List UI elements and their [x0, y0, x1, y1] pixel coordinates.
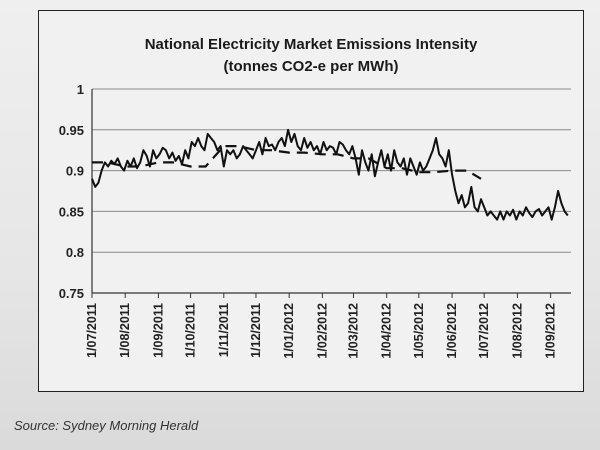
- y-tick-label: 0.85: [59, 204, 84, 219]
- x-tick-label: 1/06/2012: [445, 303, 459, 359]
- y-tick-label: 0.9: [66, 164, 84, 179]
- y-tick-label: 0.75: [59, 286, 84, 301]
- chart-frame: National Electricity Market Emissions In…: [38, 10, 584, 392]
- x-tick-label: 1/08/2012: [510, 303, 524, 359]
- series-line-dashed: [92, 145, 482, 180]
- y-tick-label: 0.95: [59, 123, 84, 138]
- x-tick-label: 1/11/2011: [217, 303, 231, 357]
- emissions-intensity-chart: National Electricity Market Emissions In…: [59, 36, 571, 359]
- x-tick-label: 1/12/2011: [249, 303, 263, 358]
- x-tick-label: 1/02/2012: [315, 303, 329, 359]
- x-tick-label: 1/07/2012: [477, 303, 491, 359]
- x-tick-label: 1/10/2011: [184, 303, 198, 358]
- source-note: Source: Sydney Morning Herald: [14, 418, 199, 433]
- series-line-solid: [91, 128, 569, 221]
- x-tick-label: 1/03/2012: [346, 303, 360, 359]
- chart-title-line-2: (tonnes CO2-e per MWh): [224, 58, 399, 75]
- x-tick-label: 1/09/2012: [544, 303, 558, 359]
- x-tick-label: 1/04/2012: [380, 303, 394, 359]
- y-tick-label: 0.8: [66, 245, 84, 260]
- y-tick-label: 1: [77, 82, 84, 97]
- x-tick-label: 1/08/2011: [118, 303, 132, 358]
- x-tick-label: 1/01/2012: [282, 303, 296, 359]
- x-tick-label: 1/05/2012: [412, 303, 426, 359]
- x-tick-label: 1/09/2011: [151, 303, 165, 358]
- x-tick-label: 1/07/2011: [85, 303, 99, 358]
- chart-title-line-1: National Electricity Market Emissions In…: [145, 36, 478, 53]
